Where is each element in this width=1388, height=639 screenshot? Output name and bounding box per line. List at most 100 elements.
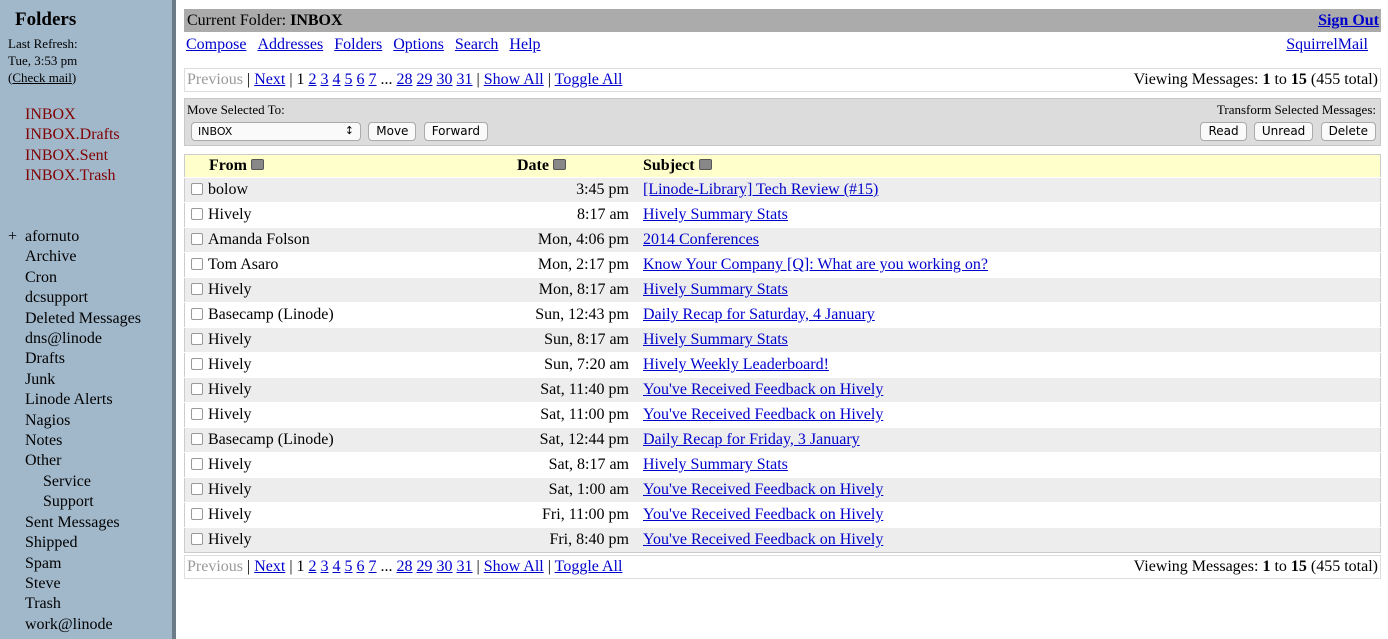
nav-options-link[interactable]: Options xyxy=(393,36,444,53)
folder-link[interactable]: Notes xyxy=(8,431,141,451)
message-subject-link[interactable]: 2014 Conferences xyxy=(643,231,759,248)
message-checkbox[interactable] xyxy=(191,383,203,395)
message-subject-link[interactable]: You've Received Feedback on Hively xyxy=(643,381,884,398)
message-subject-link[interactable]: [Linode-Library] Tech Review (#15) xyxy=(643,181,879,198)
message-subject-link[interactable]: Hively Summary Stats xyxy=(643,281,788,298)
nav-addresses-link[interactable]: Addresses xyxy=(257,36,324,53)
toggle-all-link[interactable]: Toggle All xyxy=(554,558,623,575)
message-checkbox[interactable] xyxy=(191,508,203,520)
sort-icon[interactable] xyxy=(250,159,264,170)
folder-link[interactable]: Support xyxy=(8,492,141,512)
page-link[interactable]: 3 xyxy=(320,71,329,88)
message-checkbox[interactable] xyxy=(191,458,203,470)
page-link[interactable]: 3 xyxy=(320,558,329,575)
message-subject-link[interactable]: Hively Weekly Leaderboard! xyxy=(643,356,829,373)
folder-link[interactable]: Trash xyxy=(8,594,141,614)
message-checkbox[interactable] xyxy=(191,408,203,420)
page-link[interactable]: 28 xyxy=(396,558,413,575)
message-subject-link[interactable]: You've Received Feedback on Hively xyxy=(643,506,884,523)
message-checkbox[interactable] xyxy=(191,333,203,345)
page-link[interactable]: 29 xyxy=(416,71,433,88)
page-link[interactable]: 30 xyxy=(436,71,453,88)
message-checkbox[interactable] xyxy=(191,308,203,320)
page-link[interactable]: 2 xyxy=(308,558,317,575)
toggle-all-link[interactable]: Toggle All xyxy=(554,71,623,88)
folder-link[interactable]: Other xyxy=(8,451,141,471)
page-link[interactable]: 30 xyxy=(436,558,453,575)
message-checkbox[interactable] xyxy=(191,483,203,495)
page-link[interactable]: 31 xyxy=(456,71,473,88)
folder-link[interactable]: INBOX.Drafts xyxy=(25,126,120,144)
page-link[interactable]: 7 xyxy=(368,558,377,575)
folder-link[interactable]: Nagios xyxy=(8,411,141,431)
page-link[interactable]: 6 xyxy=(356,558,365,575)
page-link[interactable]: 5 xyxy=(344,558,353,575)
page-link[interactable]: 7 xyxy=(368,71,377,88)
page-link[interactable]: 28 xyxy=(396,71,413,88)
message-subject-link[interactable]: Know Your Company [Q]: What are you work… xyxy=(643,256,988,273)
message-subject-link[interactable]: You've Received Feedback on Hively xyxy=(643,406,884,423)
move-folder-select[interactable]: INBOX ↕ xyxy=(191,122,361,141)
page-link[interactable]: 4 xyxy=(332,71,341,88)
message-subject-link[interactable]: Hively Summary Stats xyxy=(643,331,788,348)
message-checkbox[interactable] xyxy=(191,208,203,220)
folder-link[interactable]: Drafts xyxy=(8,349,141,369)
folder-link[interactable]: INBOX.Sent xyxy=(25,146,109,164)
next-link[interactable]: Next xyxy=(254,71,286,88)
folder-link[interactable]: Archive xyxy=(8,247,141,267)
delete-button[interactable]: Delete xyxy=(1320,122,1376,141)
message-checkbox[interactable] xyxy=(191,283,203,295)
next-link[interactable]: Next xyxy=(254,558,286,575)
check-mail-link[interactable]: Check mail xyxy=(12,70,72,85)
page-link[interactable]: 29 xyxy=(416,558,433,575)
squirrelmail-link[interactable]: SquirrelMail xyxy=(1286,36,1368,53)
column-from[interactable]: From xyxy=(184,154,509,178)
message-checkbox[interactable] xyxy=(191,358,203,370)
sort-icon[interactable] xyxy=(698,159,712,170)
page-link[interactable]: 2 xyxy=(308,71,317,88)
message-checkbox[interactable] xyxy=(191,533,203,545)
page-link[interactable]: 6 xyxy=(356,71,365,88)
message-subject-link[interactable]: Daily Recap for Saturday, 4 January xyxy=(643,306,875,323)
folder-link[interactable]: Junk xyxy=(8,370,141,390)
expand-icon[interactable]: + xyxy=(8,228,18,245)
nav-compose-link[interactable]: Compose xyxy=(186,36,247,53)
folder-link[interactable]: Service xyxy=(8,472,141,492)
folder-link[interactable]: dns@linode xyxy=(8,329,141,349)
read-button[interactable]: Read xyxy=(1200,122,1247,141)
nav-search-link[interactable]: Search xyxy=(454,36,499,53)
message-subject-link[interactable]: You've Received Feedback on Hively xyxy=(643,481,884,498)
folder-link[interactable]: Cron xyxy=(8,268,141,288)
folder-link[interactable]: Spam xyxy=(8,554,141,574)
message-subject-link[interactable]: Hively Summary Stats xyxy=(643,456,788,473)
message-checkbox[interactable] xyxy=(191,258,203,270)
nav-help-link[interactable]: Help xyxy=(509,36,541,53)
folder-link[interactable]: Linode Alerts xyxy=(8,390,141,410)
folder-link[interactable]: Shipped xyxy=(8,533,141,553)
folder-link[interactable]: INBOX xyxy=(25,106,76,123)
message-checkbox[interactable] xyxy=(191,233,203,245)
move-button[interactable]: Move xyxy=(368,122,417,141)
forward-button[interactable]: Forward xyxy=(423,122,488,141)
message-subject-link[interactable]: Hively Summary Stats xyxy=(643,206,788,223)
column-subject[interactable]: Subject xyxy=(643,154,1381,178)
sign-out-link[interactable]: Sign Out xyxy=(1318,12,1379,29)
page-link[interactable]: 4 xyxy=(332,558,341,575)
page-link[interactable]: 5 xyxy=(344,71,353,88)
unread-button[interactable]: Unread xyxy=(1253,122,1314,141)
folder-link[interactable]: INBOX.Trash xyxy=(25,166,116,184)
folder-link[interactable]: Sent Messages xyxy=(8,513,141,533)
message-subject-link[interactable]: Daily Recap for Friday, 3 January xyxy=(643,431,860,448)
message-subject-link[interactable]: You've Received Feedback on Hively xyxy=(643,531,884,548)
message-checkbox[interactable] xyxy=(191,433,203,445)
sort-icon[interactable] xyxy=(552,159,566,170)
page-link[interactable]: 31 xyxy=(456,558,473,575)
folder-link[interactable]: dcsupport xyxy=(8,288,141,308)
show-all-link[interactable]: Show All xyxy=(483,71,544,88)
folder-link[interactable]: + afornuto xyxy=(8,227,141,247)
column-date[interactable]: Date xyxy=(509,154,643,178)
folder-link[interactable]: Deleted Messages xyxy=(8,309,141,329)
show-all-link[interactable]: Show All xyxy=(483,558,544,575)
message-checkbox[interactable] xyxy=(191,183,203,195)
nav-folders-link[interactable]: Folders xyxy=(334,36,383,53)
